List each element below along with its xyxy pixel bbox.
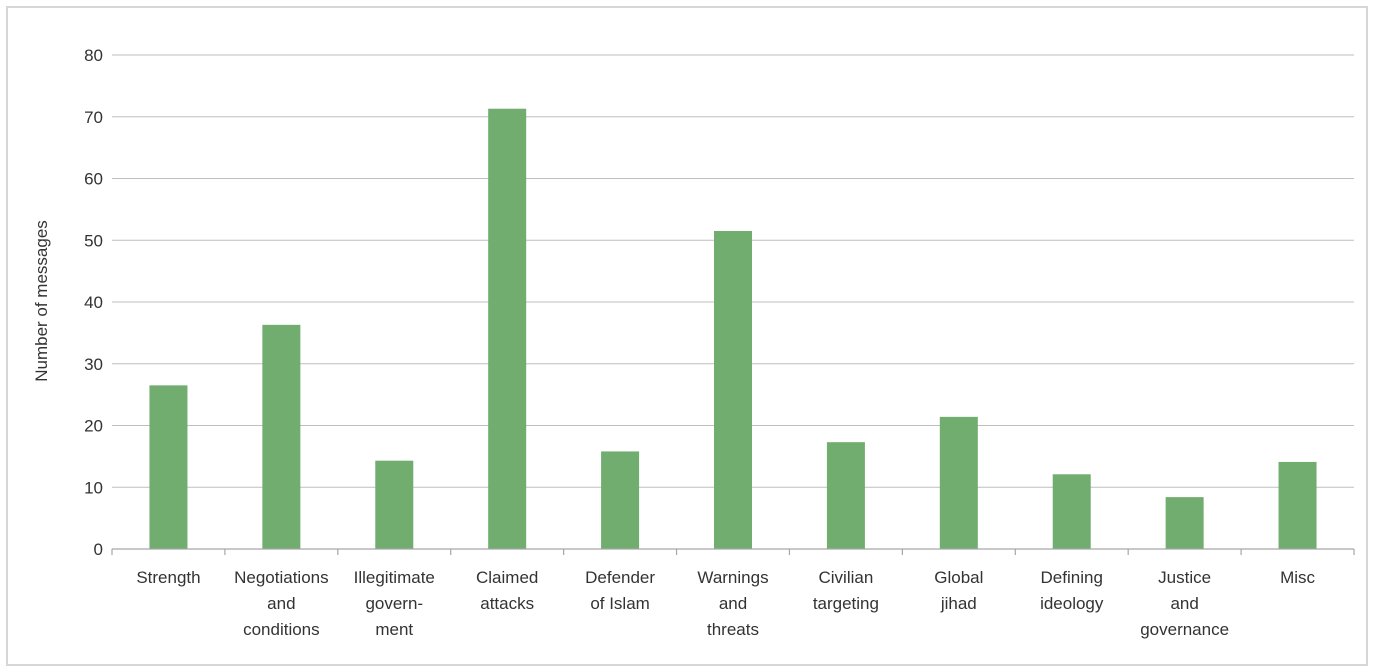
y-tick-label: 0 — [94, 540, 103, 559]
y-tick-label: 50 — [84, 231, 103, 250]
bar — [601, 451, 640, 549]
bar — [262, 324, 301, 549]
bar — [1278, 461, 1317, 549]
category-label: Defender of Islam — [585, 568, 655, 613]
category-label: Global jihad — [934, 568, 983, 613]
y-axis-label: Number of messages — [32, 220, 51, 382]
bar — [714, 230, 752, 550]
category-label: Justice and governance — [1140, 568, 1229, 639]
y-tick-label: 60 — [84, 170, 103, 189]
bar — [826, 442, 865, 549]
category-label: Illegitimate govern-ment — [354, 568, 435, 639]
bar — [1165, 497, 1204, 549]
bar — [488, 108, 527, 549]
y-tick-label: 80 — [84, 46, 103, 65]
category-label: Civilian targeting — [813, 568, 879, 613]
y-tick-label: 30 — [84, 355, 103, 374]
y-tick-label: 10 — [84, 478, 103, 497]
category-label: Negotiations and conditions — [234, 568, 329, 639]
category-label: Defining ideology — [1040, 568, 1104, 613]
bar — [1052, 474, 1091, 549]
y-tick-label: 40 — [84, 293, 103, 312]
y-tick-label: 70 — [84, 108, 103, 127]
category-label: Warnings and threats — [697, 568, 768, 639]
bar — [939, 416, 978, 549]
bar — [149, 385, 188, 549]
bars — [149, 108, 1317, 550]
category-labels: Strength Negotiations and conditions Illegit… — [136, 568, 1315, 639]
category-label: Strength — [136, 568, 200, 587]
y-axis-ticks: 0 10 20 30 40 50 60 70 80 — [84, 46, 103, 559]
x-axis — [111, 548, 1355, 555]
y-tick-label: 20 — [84, 417, 103, 436]
category-label: Claimed attacks — [476, 568, 538, 613]
category-label: Misc — [1280, 568, 1315, 587]
gridlines — [112, 54, 1354, 488]
bar — [375, 460, 414, 549]
